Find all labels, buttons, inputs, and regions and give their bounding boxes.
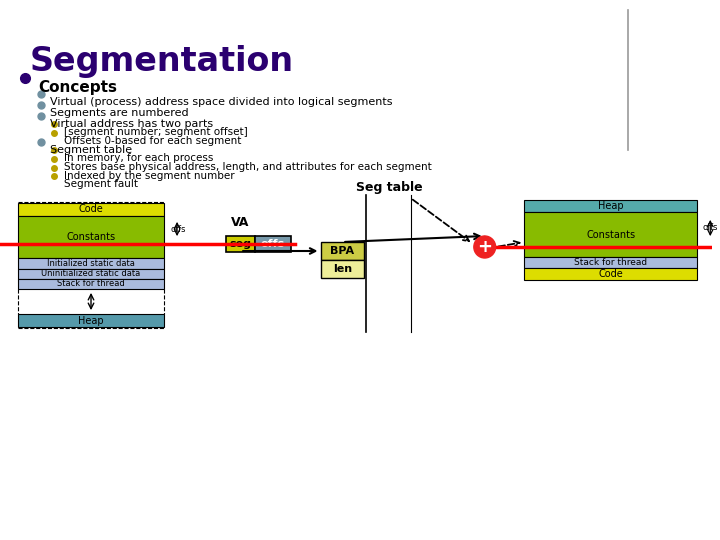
Bar [524,268,698,280]
Text: Stack for thread: Stack for thread [575,258,647,267]
Bar [524,257,698,268]
Bar [18,314,164,327]
Text: Constants: Constants [66,232,116,242]
Text: Segment table: Segment table [50,145,132,155]
Text: Initialized static data: Initialized static data [47,259,135,268]
Bar [320,260,364,278]
Text: offs: offs [702,224,718,233]
Text: Code: Code [598,269,624,279]
Bar [18,279,164,289]
Bar [524,212,698,257]
Text: BPA: BPA [330,246,354,256]
Bar [524,200,698,212]
Text: seg: seg [230,239,251,249]
Text: Heap: Heap [78,315,104,326]
Bar [18,203,164,216]
Text: Concepts: Concepts [39,80,117,95]
Text: Segmentation: Segmentation [30,45,294,78]
Text: Stack for thread: Stack for thread [57,280,125,288]
Bar [18,216,164,258]
Text: Offsets 0-based for each segment: Offsets 0-based for each segment [64,136,242,146]
Text: Seg table: Seg table [356,181,423,194]
Text: Indexed by the segment number: Indexed by the segment number [64,171,235,181]
Text: VA: VA [230,215,249,228]
Text: In memory, for each process: In memory, for each process [64,153,214,163]
Text: len: len [333,264,352,274]
Text: offs: offs [170,225,186,233]
Text: [segment number; segment offset]: [segment number; segment offset] [64,127,248,137]
Circle shape [474,236,495,258]
Text: Code: Code [78,205,104,214]
Bar [18,269,164,279]
Text: +: + [477,238,492,256]
Text: Stores base physical address, length, and attributes for each segment: Stores base physical address, length, an… [64,162,432,172]
Text: Segment fault: Segment fault [64,179,138,189]
Bar [255,236,291,252]
Text: offs: offs [261,239,285,249]
Bar [225,236,255,252]
Text: Segments are numbered: Segments are numbered [50,108,189,118]
Text: Uninitialized static data: Uninitialized static data [41,269,140,279]
Text: Constants: Constants [586,230,636,240]
Text: Heap: Heap [598,201,624,211]
Bar [320,242,364,260]
Bar [18,258,164,269]
Text: Virtual (process) address space divided into logical segments: Virtual (process) address space divided … [50,97,393,107]
Text: Virtual address has two parts: Virtual address has two parts [50,119,214,129]
